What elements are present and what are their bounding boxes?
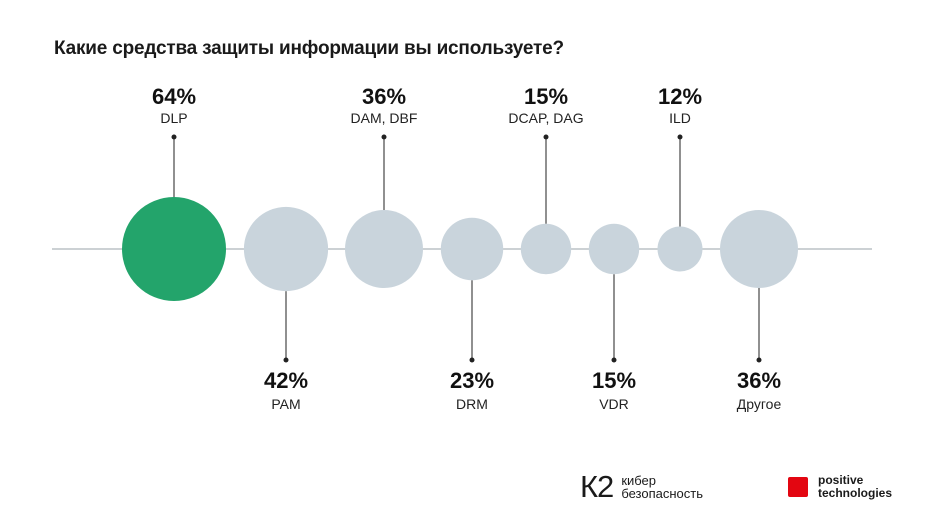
positive-technologies-logo: positive technologies [788,474,892,500]
category-label: Другое [737,396,782,412]
leader-dot [381,134,387,140]
bubble [588,223,640,275]
category-label: PAM [271,396,300,412]
chart-title: Какие средства защиты информации вы испо… [54,38,564,59]
pt-logo-line1: positive [818,473,864,487]
leader-dot [543,134,549,140]
bubble [122,197,226,301]
category-label: DAM, DBF [351,110,418,126]
category-label: VDR [599,396,629,412]
value-label: 12% [658,84,702,109]
category-label: DLP [160,110,187,126]
value-label: 64% [152,84,196,109]
leader-dot [756,357,762,363]
leader-dot [611,357,617,363]
bubble [720,210,798,288]
value-label: 36% [362,84,406,109]
value-label: 15% [592,368,636,393]
category-label: DCAP, DAG [508,110,583,126]
pt-logo-line2: technologies [818,486,893,500]
leader-dot [677,134,683,140]
pt-logo-text: positive technologies [818,474,892,500]
bubble [345,210,423,288]
value-label: 42% [264,368,308,393]
k2-logo-text: кибер безопасность [621,474,703,500]
bubble [520,223,572,275]
value-label: 15% [524,84,568,109]
footer: К2 кибер безопасность positive technolog… [0,465,925,515]
category-label: DRM [456,396,488,412]
bubble [243,206,329,292]
pt-logo-square-icon [788,477,808,497]
leader-dot [283,357,289,363]
leader-dot [469,357,475,363]
k2-logo-line2: безопасность [621,486,704,501]
bubble [657,226,703,272]
bubble [440,217,504,281]
k2-logo-line1: кибер [621,473,657,488]
leader-dot [171,134,177,140]
value-label: 23% [450,368,494,393]
k2-logo-mark: К2 [580,469,614,504]
value-label: 36% [737,368,781,393]
category-label: ILD [669,110,691,126]
k2-logo: К2 кибер безопасность [580,469,703,504]
